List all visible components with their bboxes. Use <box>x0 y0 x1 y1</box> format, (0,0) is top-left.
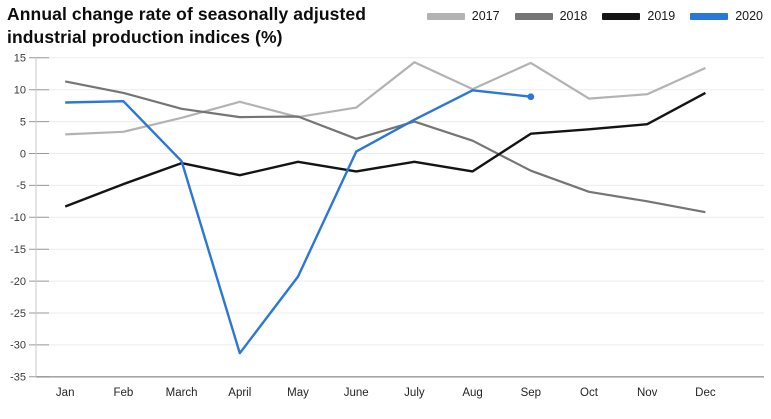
legend-item-2019: 2019 <box>602 9 675 23</box>
legend-swatch-2018-icon <box>514 12 553 20</box>
legend-label-2019: 2019 <box>647 9 676 23</box>
y-axis-tick-label: 15 <box>14 53 26 65</box>
x-axis-tick-label: April <box>228 387 251 399</box>
legend-swatch-2020-icon <box>690 12 729 20</box>
legend-item-2018: 2018 <box>514 9 588 23</box>
series-line-2017 <box>65 61 706 136</box>
x-axis-tick-label: July <box>404 387 425 399</box>
legend-label-2018: 2018 <box>559 9 588 23</box>
y-axis-tick-label: 5 <box>20 116 26 128</box>
x-axis-tick-label: Oct <box>580 387 599 399</box>
series-end-marker-2020 <box>527 93 535 101</box>
x-axis-tick-label: June <box>344 387 369 399</box>
legend-label-2017: 2017 <box>471 9 500 23</box>
legend-swatch-2017-icon <box>426 12 465 20</box>
legend-swatch-2019-icon <box>602 12 641 20</box>
series-line-2018 <box>64 80 706 214</box>
series-line-2019 <box>64 91 706 208</box>
chart-title-line1: Annual change rate of seasonally adjuste… <box>7 4 367 24</box>
x-axis-tick-label: Dec <box>695 387 716 399</box>
y-axis-tick-label: -25 <box>10 308 26 320</box>
y-axis-tick-label: -35 <box>10 372 26 384</box>
y-axis-tick-label: 10 <box>14 85 26 97</box>
chart-title-line2: industrial production indices (%) <box>7 26 283 47</box>
x-axis-tick-label: Feb <box>113 387 133 399</box>
y-axis-tick-label: -5 <box>16 180 26 192</box>
x-axis-tick-label: May <box>287 387 309 399</box>
y-axis-tick-label: -15 <box>10 244 26 256</box>
x-axis-tick-label: Aug <box>462 387 482 399</box>
legend-label-2020: 2020 <box>735 9 763 23</box>
y-axis-tick-label: -10 <box>10 212 26 224</box>
y-axis-tick-label: -20 <box>10 276 26 288</box>
x-axis-tick-label: March <box>166 387 198 399</box>
legend: 2017 2018 2019 2020 <box>426 9 763 23</box>
x-axis-tick-label: Nov <box>637 387 658 399</box>
y-axis-tick-label: -30 <box>10 340 26 352</box>
y-axis-tick-label: 0 <box>20 148 26 160</box>
x-axis-tick-label: Sep <box>521 387 541 399</box>
legend-item-2020: 2020 <box>690 9 763 23</box>
series-line-2020 <box>65 89 531 355</box>
legend-item-2017: 2017 <box>426 9 500 23</box>
x-axis-tick-label: Jan <box>56 387 75 399</box>
chart-title: Annual change rate of seasonally adjuste… <box>7 3 477 49</box>
